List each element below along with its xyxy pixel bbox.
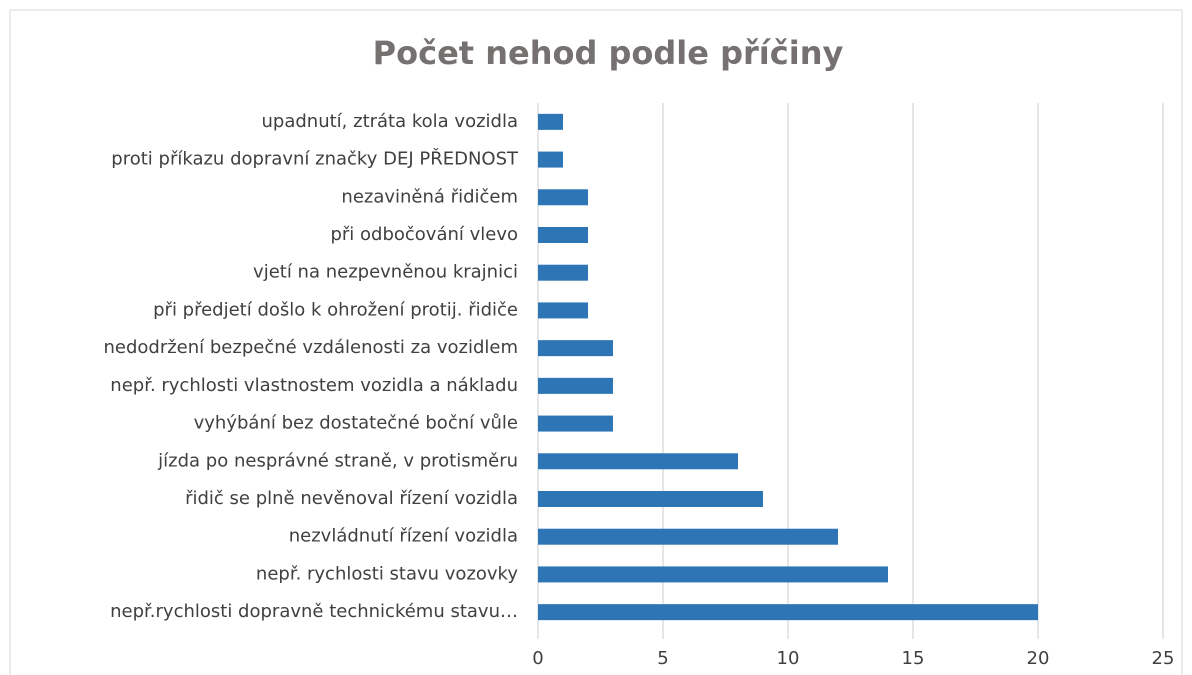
bar: [538, 566, 888, 583]
y-tick-label: jízda po nesprávné straně, v protisměru: [157, 450, 518, 471]
bar: [538, 227, 588, 243]
bar: [538, 491, 763, 507]
x-tick-label: 25: [1152, 648, 1175, 669]
chart-title: Počet nehod podle příčiny: [373, 34, 844, 72]
bar: [538, 189, 588, 206]
bar: [538, 302, 588, 319]
bar: [538, 264, 588, 281]
y-tick-label: nezaviněná řidičem: [341, 186, 518, 207]
y-tick-label: vyhýbání bez dostatečné boční vůle: [194, 413, 518, 434]
bar: [538, 340, 613, 357]
bar: [538, 453, 738, 470]
x-tick-label: 5: [657, 648, 668, 669]
y-tick-label: vjetí na nezpevněnou krajnici: [253, 262, 518, 283]
bar: [538, 377, 613, 394]
x-tick-label: 0: [532, 648, 543, 669]
bar: [538, 604, 1038, 621]
bar: [538, 528, 838, 545]
bar: [538, 151, 563, 168]
y-tick-label: při odbočování vlevo: [330, 224, 518, 245]
y-tick-label: řidič se plně nevěnoval řízení vozidla: [185, 488, 518, 509]
y-tick-label: upadnutí, ztráta kola vozidla: [262, 111, 518, 132]
y-tick-label: při předjetí došlo k ohrožení protij. ři…: [153, 299, 518, 320]
x-tick-label: 15: [902, 648, 925, 669]
x-tick-label: 20: [1027, 648, 1050, 669]
x-tick-label: 10: [777, 648, 800, 669]
y-tick-label: nedodržení bezpečné vzdálenosti za vozid…: [103, 337, 518, 358]
y-tick-label: nepř.rychlosti dopravně technickému stav…: [110, 601, 518, 622]
bar: [538, 113, 563, 130]
y-tick-label: nepř. rychlosti stavu vozovky: [256, 563, 518, 584]
y-tick-label: proti příkazu dopravní značky DEJ PŘEDNO…: [111, 148, 519, 170]
y-tick-label: nepř. rychlosti vlastnostem vozidla a ná…: [110, 375, 518, 396]
bar: [538, 415, 613, 432]
y-tick-label: nezvládnutí řízení vozidla: [289, 526, 518, 547]
